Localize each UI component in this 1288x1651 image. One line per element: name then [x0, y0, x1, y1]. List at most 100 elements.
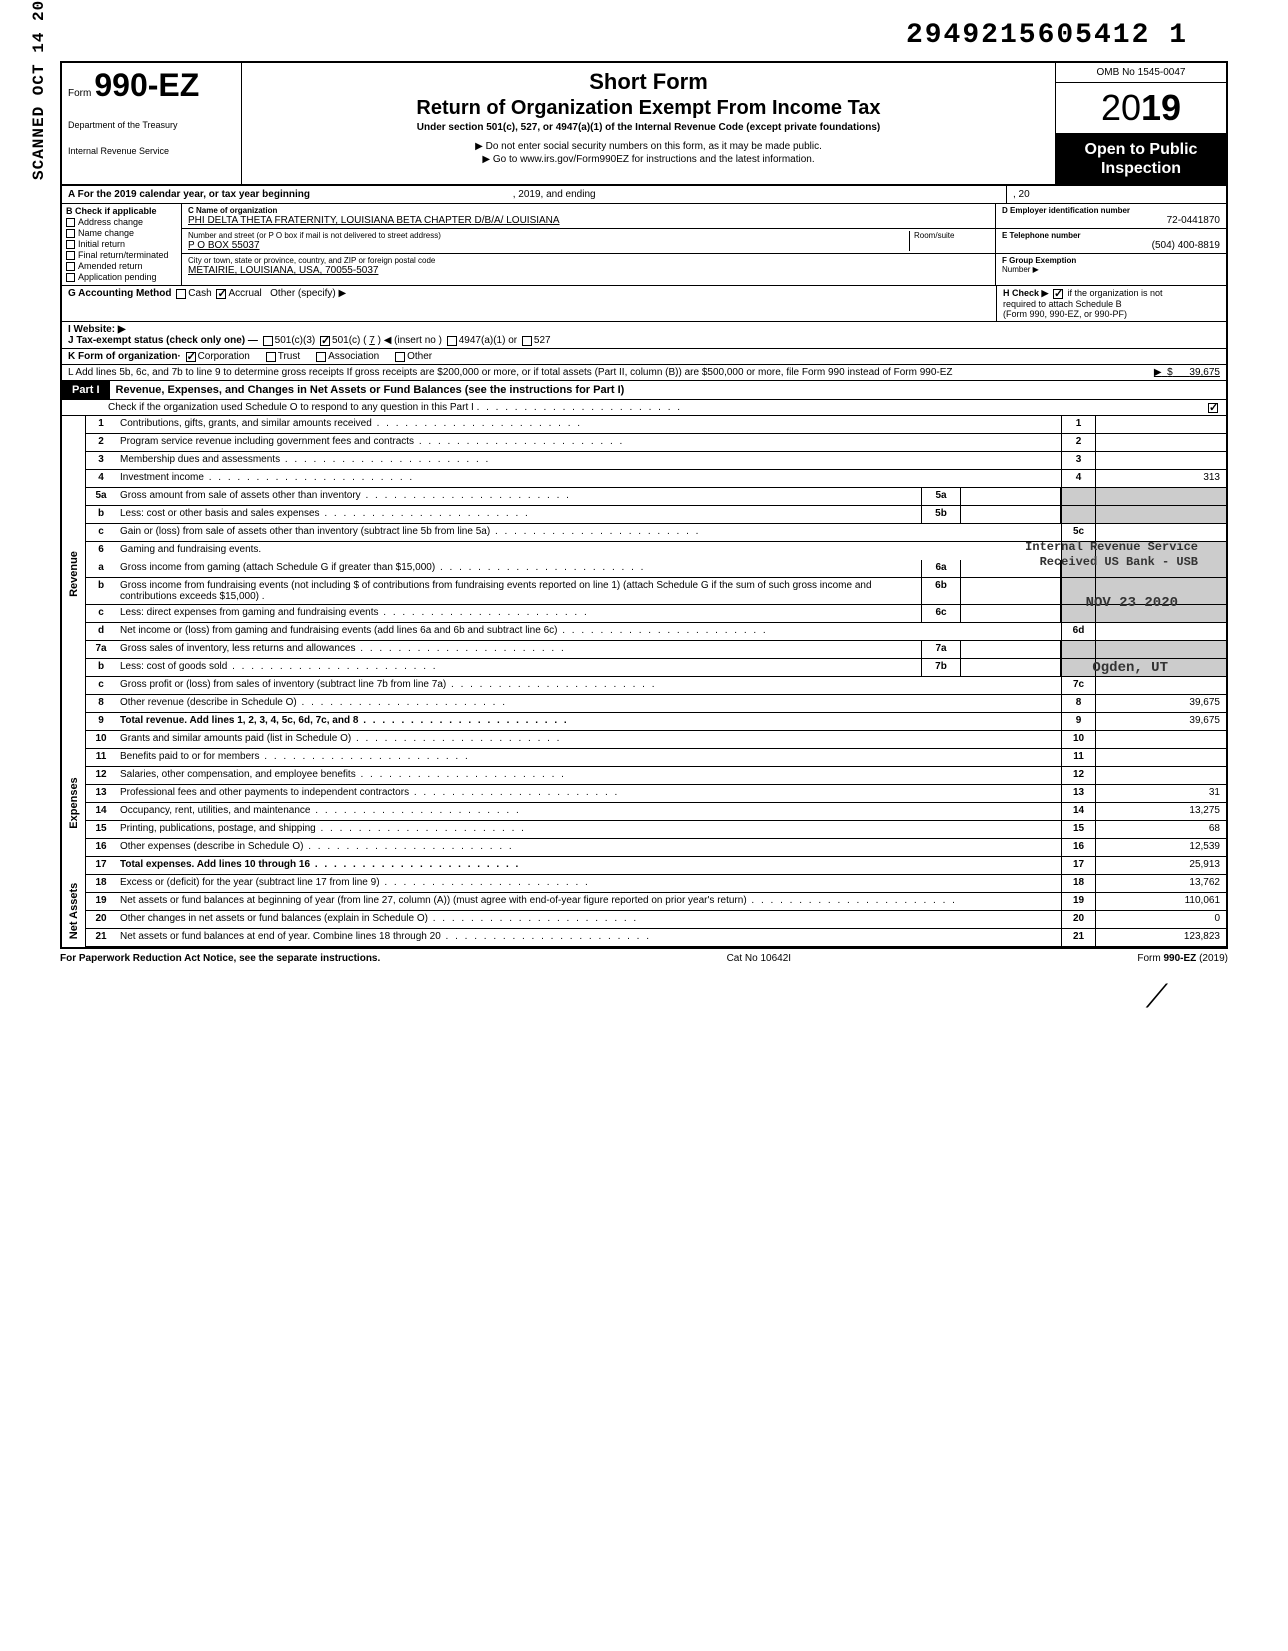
l12-desc: Salaries, other compensation, and employ… [116, 767, 1061, 784]
l13-val: 31 [1096, 785, 1226, 802]
chk-name-change[interactable] [66, 229, 75, 238]
part1-check-line: Check if the organization used Schedule … [62, 400, 1226, 416]
tax-year: 2019 [1056, 83, 1226, 134]
l6d-val [1096, 623, 1226, 640]
net-assets-side-label: Net Assets [62, 875, 86, 947]
lbl-4947: 4947(a)(1) or [459, 335, 517, 346]
irs-stamp-line1: Internal Revenue Service [1025, 540, 1198, 554]
l14-desc: Occupancy, rent, utilities, and maintena… [116, 803, 1061, 820]
chk-assoc[interactable] [316, 352, 326, 362]
l6-num: 6 [86, 542, 116, 560]
l5c-num: c [86, 524, 116, 541]
chk-4947[interactable] [447, 336, 457, 346]
open-public-l1: Open to Public [1060, 140, 1222, 159]
f-group-number: Number ▶ [1002, 265, 1220, 274]
l1-num: 1 [86, 416, 116, 433]
part1-title: Revenue, Expenses, and Changes in Net As… [110, 384, 1226, 396]
l13-box: 13 [1061, 785, 1096, 802]
l4-desc: Investment income [116, 470, 1061, 487]
chk-trust[interactable] [266, 352, 276, 362]
l2-num: 2 [86, 434, 116, 451]
goto-url: ▶ Go to www.irs.gov/Form990EZ for instru… [252, 154, 1045, 165]
k-label: K Form of organization· [68, 351, 181, 362]
chk-address-change[interactable] [66, 218, 75, 227]
h-check-label: H Check ▶ [1003, 288, 1048, 298]
l15-val: 68 [1096, 821, 1226, 838]
lbl-accrual: Accrual [228, 288, 261, 299]
l6b-desc: Gross income from fundraising events (no… [116, 578, 921, 604]
l9-num: 9 [86, 713, 116, 730]
lbl-address-change: Address change [78, 217, 143, 227]
l8-desc: Other revenue (describe in Schedule O) [116, 695, 1061, 712]
l15-num: 15 [86, 821, 116, 838]
l18-num: 18 [86, 875, 116, 892]
chk-schedule-o[interactable] [1208, 403, 1218, 413]
chk-other-org[interactable] [395, 352, 405, 362]
lbl-name-change: Name change [78, 228, 134, 238]
chk-501c3[interactable] [263, 336, 273, 346]
chk-501c[interactable] [320, 336, 330, 346]
l7c-num: c [86, 677, 116, 694]
l15-box: 15 [1061, 821, 1096, 838]
l7b-desc: Less: cost of goods sold [116, 659, 921, 676]
e-phone-label: E Telephone number [1002, 231, 1220, 240]
irs-stamp-line2: Received US Bank - USB [1040, 555, 1198, 569]
lbl-final-return: Final return/terminated [78, 250, 169, 260]
l-dollar: $ [1167, 367, 1173, 378]
l12-num: 12 [86, 767, 116, 784]
l8-val: 39,675 [1096, 695, 1226, 712]
l5c-val [1096, 524, 1226, 541]
form-header: Form 990-EZ Department of the Treasury I… [62, 63, 1226, 186]
footer-right: Form 990-EZ (2019) [1137, 953, 1228, 964]
l17-num: 17 [86, 857, 116, 874]
l17-desc: Total expenses. Add lines 10 through 16 [116, 857, 1061, 874]
row-g-h: G Accounting Method Cash Accrual Other (… [62, 286, 1226, 322]
chk-amended-return[interactable] [66, 262, 75, 271]
l7a-num: 7a [86, 641, 116, 658]
form-990ez-frame: Form 990-EZ Department of the Treasury I… [60, 61, 1228, 949]
l16-num: 16 [86, 839, 116, 856]
l13-num: 13 [86, 785, 116, 802]
l15-desc: Printing, publications, postage, and shi… [116, 821, 1061, 838]
l4-box: 4 [1061, 470, 1096, 487]
l21-desc: Net assets or fund balances at end of ye… [116, 929, 1061, 946]
expenses-section: Expenses 10Grants and similar amounts pa… [62, 731, 1226, 875]
l6a-mbox: 6a [921, 560, 961, 577]
h-text3: required to attach Schedule B [1003, 299, 1122, 309]
chk-527[interactable] [522, 336, 532, 346]
expenses-side-label: Expenses [62, 731, 86, 875]
chk-application-pending[interactable] [66, 273, 75, 282]
chk-corp[interactable] [186, 352, 196, 362]
chk-h[interactable] [1053, 289, 1063, 299]
open-public-l2: Inspection [1060, 159, 1222, 178]
l4-val: 313 [1096, 470, 1226, 487]
lbl-trust: Trust [278, 351, 300, 362]
l3-num: 3 [86, 452, 116, 469]
l2-desc: Program service revenue including govern… [116, 434, 1061, 451]
g-label: G Accounting Method [68, 288, 172, 299]
c-addr-label: Number and street (or P O box if mail is… [188, 231, 909, 240]
l17-val: 25,913 [1096, 857, 1226, 874]
lbl-initial-return: Initial return [78, 239, 125, 249]
l6d-box: 6d [1061, 623, 1096, 640]
chk-cash[interactable] [176, 289, 186, 299]
l16-val: 12,539 [1096, 839, 1226, 856]
l1-desc: Contributions, gifts, grants, and simila… [116, 416, 1061, 433]
lbl-other-org: Other [407, 351, 432, 362]
l3-val [1096, 452, 1226, 469]
chk-final-return[interactable] [66, 251, 75, 260]
l10-box: 10 [1061, 731, 1096, 748]
l6b-mbox: 6b [921, 578, 961, 604]
barcode-number: 2949215605412 1 [60, 20, 1228, 51]
chk-accrual[interactable] [216, 289, 226, 299]
revenue-section: Revenue 1Contributions, gifts, grants, a… [62, 416, 1226, 731]
year-suffix: 19 [1141, 87, 1181, 128]
header-center: Short Form Return of Organization Exempt… [242, 63, 1056, 184]
dept-treasury: Department of the Treasury [68, 120, 235, 130]
part1-check-text: Check if the organization used Schedule … [108, 402, 474, 413]
f-group-label: F Group Exemption [1002, 256, 1220, 265]
short-form-title: Short Form [252, 69, 1045, 95]
chk-initial-return[interactable] [66, 240, 75, 249]
l9-box: 9 [1061, 713, 1096, 730]
c-room-label: Room/suite [909, 231, 989, 251]
